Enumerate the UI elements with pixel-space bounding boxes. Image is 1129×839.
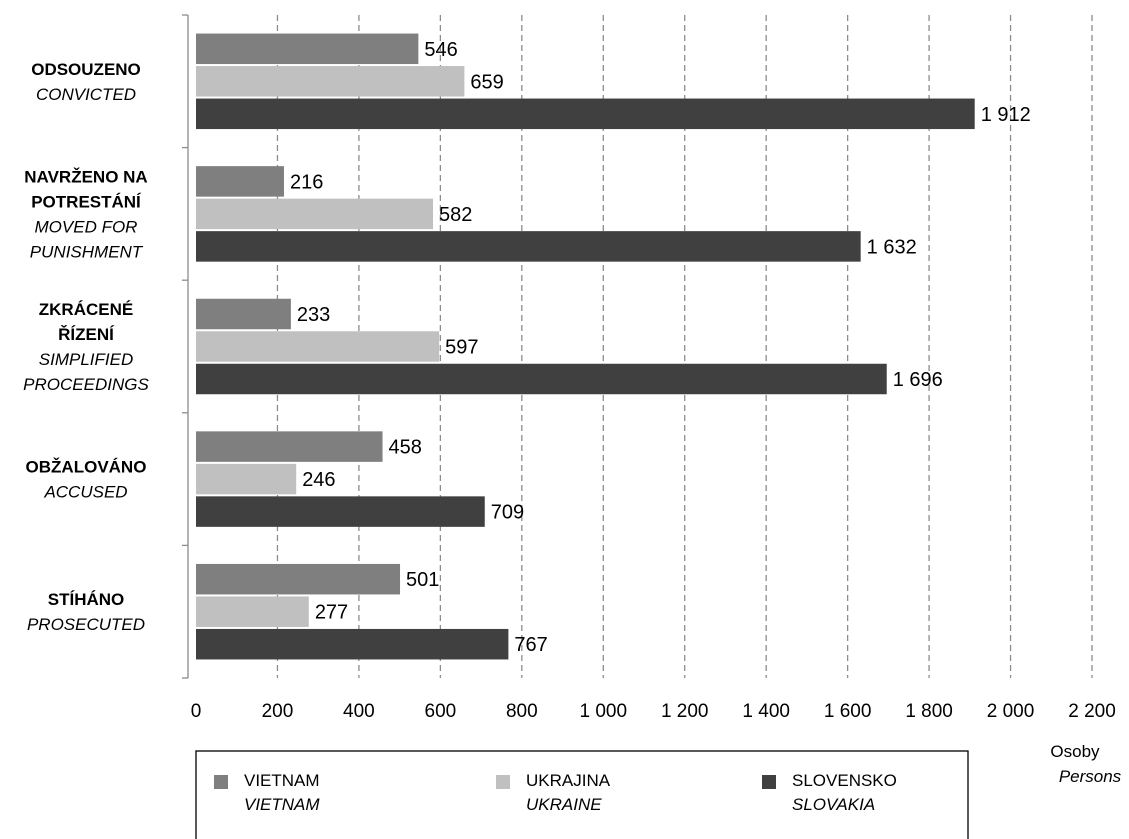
data-label: 582 <box>439 204 472 226</box>
x-tick-label: 2 200 <box>1068 701 1116 722</box>
bar-vietnam <box>196 431 383 462</box>
x-tick-label: 600 <box>425 701 457 722</box>
bar-slovensko <box>196 496 485 527</box>
category-label-en: ACCUSED <box>43 483 127 502</box>
data-label: 458 <box>389 437 422 459</box>
data-label: 597 <box>445 337 478 359</box>
bar-vietnam <box>196 33 419 65</box>
data-label: 709 <box>491 502 524 524</box>
category-label-cz: POTRESTÁNÍ <box>31 192 142 211</box>
x-tick-label: 400 <box>343 701 375 722</box>
x-tick-label: 1 800 <box>905 701 953 722</box>
category-label-en: PROCEEDINGS <box>23 375 149 394</box>
bar-slovensko <box>196 363 887 395</box>
data-label: 1 632 <box>867 236 917 258</box>
data-label: 1 696 <box>893 369 943 391</box>
category-label-cz: STÍHÁNO <box>48 590 125 609</box>
category-label-cz: ODSOUZENO <box>31 60 141 79</box>
bar-ukrajina <box>196 198 434 230</box>
data-label: 216 <box>290 171 323 193</box>
legend: VIETNAM VIETNAM UKRAJINA UKRAINE SLOVENSKO SL… <box>195 750 969 839</box>
data-label: 659 <box>470 71 503 93</box>
category-label-cz: OBŽALOVÁNO <box>26 458 147 477</box>
x-tick-label: 0 <box>191 701 202 722</box>
category-label: STÍHÁNO PROSECUTED <box>27 590 145 634</box>
category-label-cz: ŘÍZENÍ <box>58 325 115 344</box>
x-tick-labels: 0 200 400 600 800 1 000 1 200 1 400 1 600 1 800 2 … <box>191 701 1116 722</box>
legend-swatch <box>496 775 510 789</box>
data-label: 233 <box>297 304 330 326</box>
bar-slovensko <box>196 231 861 262</box>
x-tick-label: 200 <box>262 701 294 722</box>
legend-label: SLOVENSKO <box>792 771 897 790</box>
bar-ukrajina <box>196 331 440 362</box>
category-label: OBŽALOVÁNO ACCUSED <box>26 458 147 502</box>
legend-label-en: SLOVAKIA <box>792 795 875 814</box>
bar-vietnam <box>196 563 401 595</box>
legend-swatch <box>214 775 228 789</box>
data-label: 1 912 <box>981 104 1031 126</box>
category-label: ODSOUZENO CONVICTED <box>31 60 141 104</box>
data-label: 767 <box>514 634 547 656</box>
data-label: 546 <box>424 39 457 61</box>
category-label-en: SIMPLIFIED <box>39 350 133 369</box>
category-label-cz: NAVRŽENO NA <box>24 167 147 186</box>
legend-swatch <box>762 775 776 789</box>
bar-vietnam <box>196 298 291 330</box>
category-label-en: CONVICTED <box>36 85 136 104</box>
x-tick-label: 800 <box>506 701 538 722</box>
x-tick-label: 1 200 <box>661 701 709 722</box>
category-label: NAVRŽENO NA POTRESTÁNÍ MOVED FOR PUNISHMENT <box>24 167 147 261</box>
legend-label: UKRAJINA <box>526 771 611 790</box>
bar-vietnam <box>196 166 284 197</box>
category-label-en: MOVED FOR <box>35 217 138 236</box>
category-label-cz: ZKRÁCENÉ <box>39 300 133 319</box>
category-label: ZKRÁCENÉ ŘÍZENÍ SIMPLIFIED PROCEEDINGS <box>23 300 149 394</box>
x-axis-label-en: Persons <box>1059 767 1122 786</box>
bar-ukrajina <box>196 66 465 97</box>
legend-label-en: UKRAINE <box>526 795 602 814</box>
data-label: 277 <box>315 602 348 624</box>
data-label: 501 <box>406 569 439 591</box>
x-tick-label: 2 000 <box>987 701 1035 722</box>
x-axis-label: Osoby <box>1050 742 1100 761</box>
data-label: 246 <box>302 469 335 491</box>
legend-box <box>195 750 969 839</box>
bar-ukrajina <box>196 596 309 627</box>
category-label-en: PUNISHMENT <box>30 242 144 261</box>
legend-label-en: VIETNAM <box>244 795 320 814</box>
x-tick-label: 1 000 <box>579 701 627 722</box>
x-tick-label: 1 400 <box>742 701 790 722</box>
x-tick-label: 1 600 <box>824 701 872 722</box>
bar-slovensko <box>196 98 975 130</box>
legend-label: VIETNAM <box>244 771 320 790</box>
bars: 546 659 1 912 216 582 1 632 233 597 1 696 458 246 7… <box>196 33 1031 660</box>
bar-slovensko <box>196 628 509 660</box>
category-label-en: PROSECUTED <box>27 615 145 634</box>
bar-ukrajina <box>196 463 297 495</box>
